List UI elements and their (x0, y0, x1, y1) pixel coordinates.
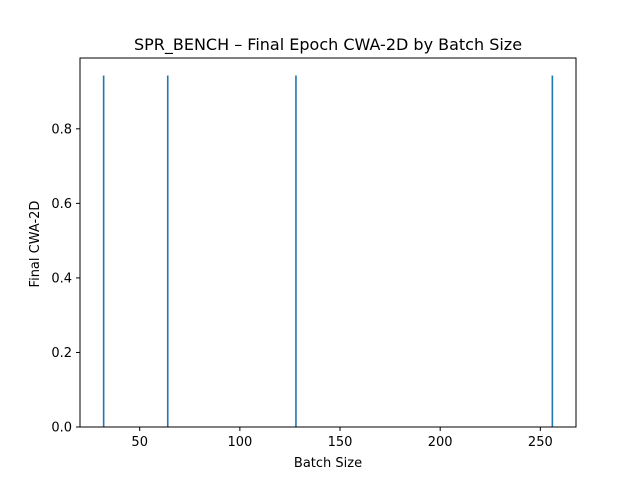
y-axis-label: Final CWA-2D (28, 201, 43, 288)
y-tick-label: 0.8 (51, 122, 72, 137)
x-tick-label: 200 (428, 435, 453, 450)
bar-64 (166, 75, 169, 427)
x-tick-label: 150 (328, 435, 353, 450)
y-tick-label: 0.6 (51, 197, 72, 212)
chart-title: SPR_BENCH – Final Epoch CWA-2D by Batch … (134, 35, 522, 55)
x-tick-label: 50 (131, 435, 148, 450)
plot-frame (79, 57, 577, 428)
x-tick-label: 100 (227, 435, 252, 450)
bar-32 (102, 75, 105, 427)
bar-128 (295, 75, 297, 427)
bar-256 (551, 75, 554, 427)
y-tick-label: 0.2 (51, 346, 72, 361)
x-axis-label: Batch Size (294, 456, 362, 471)
y-tick-label: 0.0 (51, 421, 72, 436)
y-tick-label: 0.4 (51, 271, 72, 286)
plot-area: 50 100 150 200 250 0.0 0.2 0.4 0.6 0.8 (51, 57, 577, 450)
x-tick-label: 250 (528, 435, 553, 450)
